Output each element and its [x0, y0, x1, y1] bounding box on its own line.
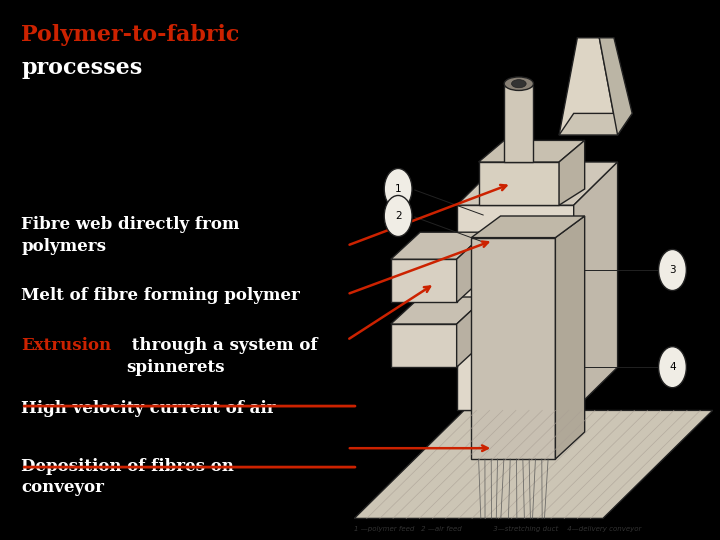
Polygon shape: [479, 140, 585, 162]
Polygon shape: [559, 113, 632, 135]
Text: High velocity current of air: High velocity current of air: [22, 400, 276, 416]
Text: 1 —polymer feed   2 —air feed              3—stretching duct    4—delivery conve: 1 —polymer feed 2 —air feed 3—stretching…: [354, 526, 642, 532]
Text: 4: 4: [669, 362, 676, 372]
Polygon shape: [574, 162, 618, 410]
Circle shape: [659, 347, 686, 388]
Polygon shape: [472, 216, 585, 238]
Polygon shape: [456, 162, 618, 205]
Circle shape: [659, 249, 686, 291]
Ellipse shape: [504, 77, 534, 90]
Polygon shape: [559, 140, 585, 205]
Text: 2: 2: [395, 211, 402, 221]
Polygon shape: [555, 216, 585, 459]
Polygon shape: [472, 238, 555, 459]
Polygon shape: [456, 205, 574, 410]
Text: 3: 3: [669, 265, 676, 275]
Text: Polymer-to-fabric: Polymer-to-fabric: [22, 24, 240, 46]
Polygon shape: [479, 162, 559, 205]
Ellipse shape: [511, 79, 526, 87]
Text: through a system of
spinnerets: through a system of spinnerets: [126, 338, 318, 376]
Circle shape: [384, 168, 412, 210]
Polygon shape: [354, 410, 713, 518]
FancyBboxPatch shape: [504, 86, 534, 162]
Circle shape: [384, 195, 412, 237]
Polygon shape: [391, 259, 456, 302]
Text: 1: 1: [395, 184, 402, 194]
Text: Melt of fibre forming polymer: Melt of fibre forming polymer: [22, 287, 300, 304]
Polygon shape: [456, 297, 486, 367]
Polygon shape: [391, 297, 486, 324]
Polygon shape: [391, 324, 456, 367]
Polygon shape: [456, 232, 486, 302]
Polygon shape: [599, 38, 632, 135]
Text: processes: processes: [22, 57, 143, 79]
Text: Deposition of fibres on
conveyor: Deposition of fibres on conveyor: [22, 458, 234, 496]
Text: Extrusion: Extrusion: [22, 338, 112, 354]
Polygon shape: [559, 38, 618, 135]
Polygon shape: [391, 232, 486, 259]
Text: Fibre web directly from
polymers: Fibre web directly from polymers: [22, 216, 240, 254]
